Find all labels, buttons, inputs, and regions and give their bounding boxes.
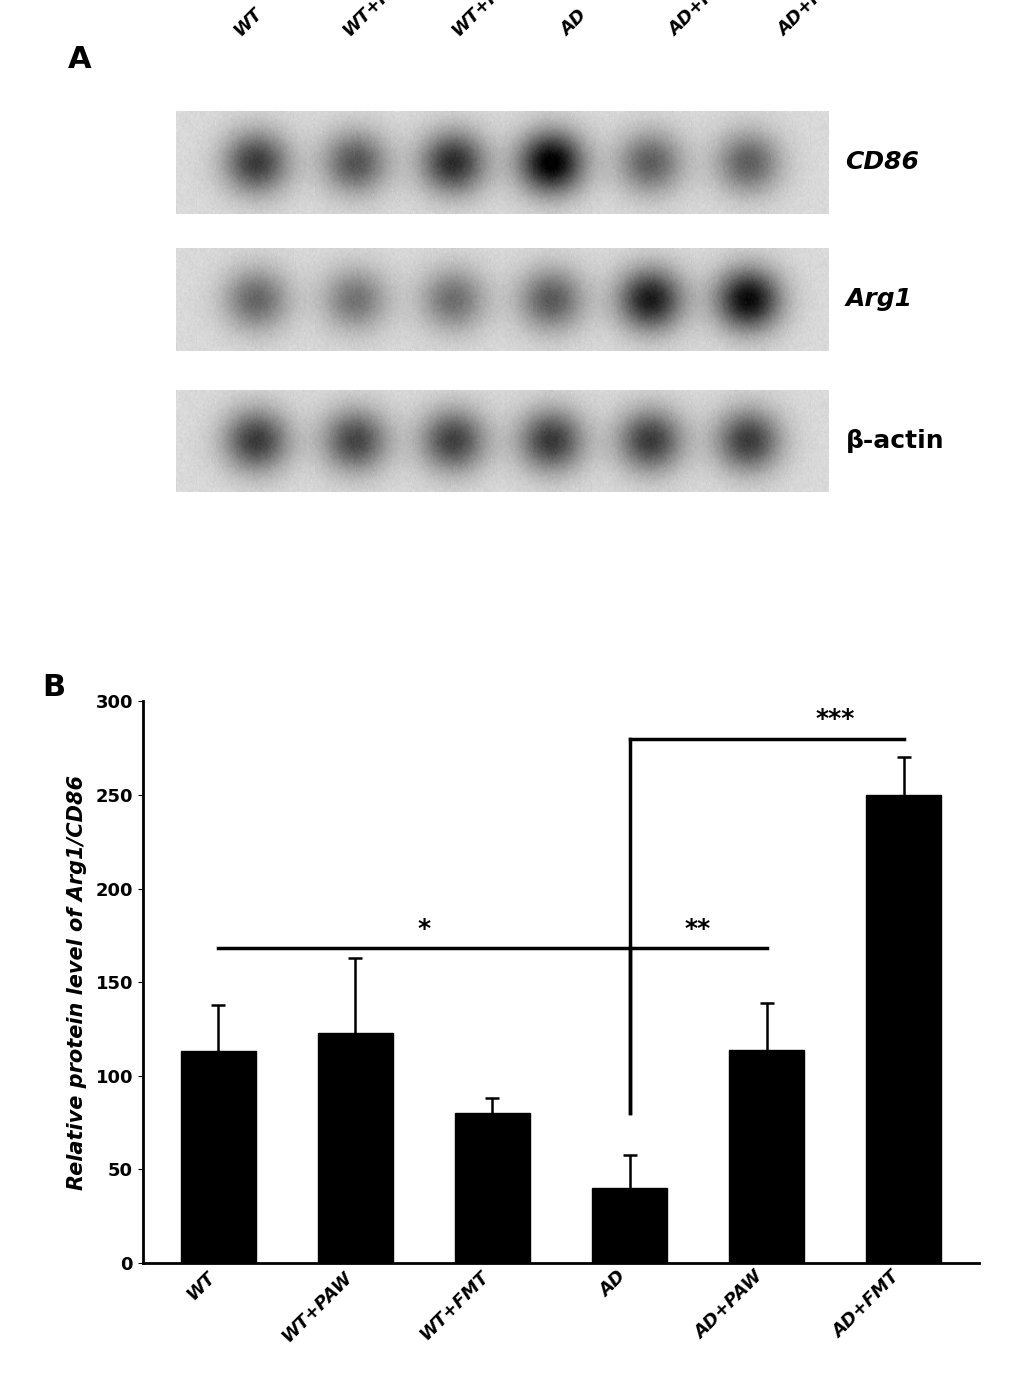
Bar [591,1188,666,1263]
Y-axis label: Relative protein level of Arg1/CD86: Relative protein level of Arg1/CD86 [67,774,88,1189]
Text: B: B [43,673,65,702]
Text: β-actin: β-actin [845,428,943,453]
Text: WT: WT [230,5,266,40]
Text: A: A [67,45,91,74]
Text: CD86: CD86 [845,151,918,174]
Text: ***: *** [814,707,854,732]
Bar [865,795,941,1263]
Text: WT+PAW: WT+PAW [339,0,417,40]
Bar [318,1032,392,1263]
Bar [454,1114,530,1263]
Text: AD+FMT: AD+FMT [773,0,847,40]
Bar [729,1049,803,1263]
Text: **: ** [684,917,710,941]
Text: AD+PAW: AD+PAW [665,0,740,40]
Text: AD: AD [556,7,589,40]
Text: WT+FMT: WT+FMT [447,0,524,40]
Text: Arg1: Arg1 [845,287,911,312]
Text: *: * [417,917,430,941]
Bar [180,1052,256,1263]
